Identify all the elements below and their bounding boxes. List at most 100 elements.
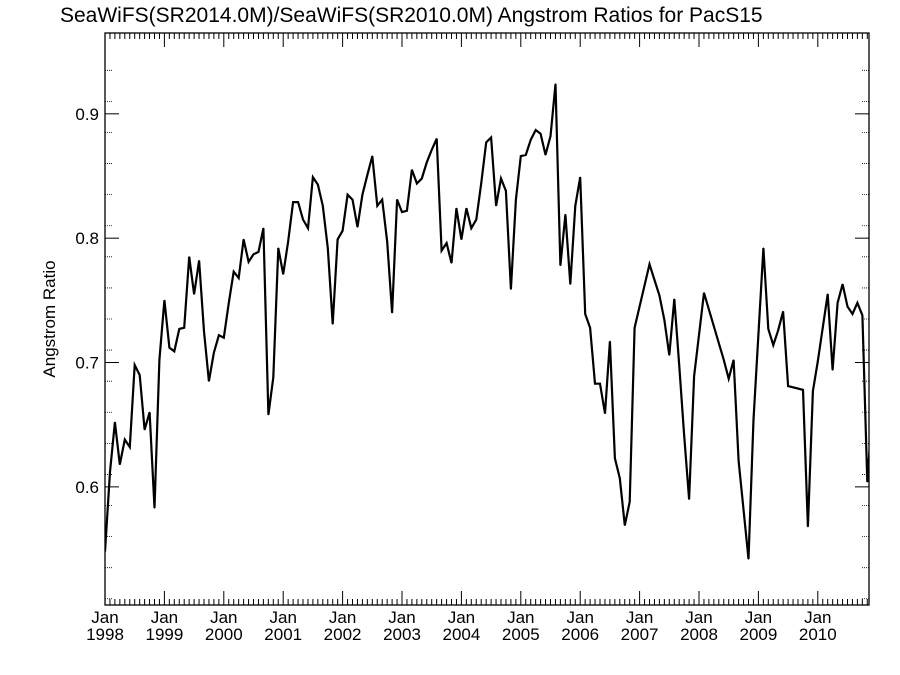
data-point bbox=[535, 129, 537, 131]
data-point bbox=[144, 429, 146, 431]
y-tick-labels: 0.6 0.7 0.8 0.9 bbox=[75, 105, 99, 497]
x-tick-month: Jan bbox=[745, 608, 772, 627]
data-point bbox=[549, 135, 552, 137]
data-point bbox=[460, 238, 462, 240]
data-point bbox=[624, 524, 626, 527]
x-tick-year: 2005 bbox=[502, 625, 540, 644]
data-point bbox=[723, 359, 725, 361]
data-point bbox=[366, 174, 368, 176]
data-point bbox=[544, 154, 547, 156]
data-point bbox=[297, 201, 299, 203]
data-point bbox=[802, 389, 804, 391]
x-tick-year: 2002 bbox=[324, 625, 362, 644]
data-point bbox=[347, 194, 349, 196]
series-line bbox=[105, 83, 869, 560]
x-tick-month: Jan bbox=[210, 608, 237, 627]
data-point bbox=[842, 283, 844, 285]
data-point bbox=[361, 194, 363, 196]
x-tick-year: 1998 bbox=[86, 625, 124, 644]
data-point bbox=[411, 169, 413, 171]
data-point bbox=[872, 410, 873, 411]
data-point bbox=[738, 460, 740, 462]
data-point bbox=[337, 238, 339, 240]
data-point bbox=[579, 176, 581, 178]
x-tick-year: 2009 bbox=[739, 625, 777, 644]
data-point bbox=[371, 155, 373, 157]
data-point bbox=[188, 256, 190, 258]
x-tick-year: 2007 bbox=[621, 625, 659, 644]
data-point bbox=[243, 238, 245, 240]
data-point bbox=[208, 380, 210, 382]
data-point bbox=[762, 247, 765, 249]
x-tick-month: Jan bbox=[685, 608, 712, 627]
data-point bbox=[752, 419, 755, 421]
x-tick-year: 2003 bbox=[383, 625, 421, 644]
data-point bbox=[505, 190, 507, 192]
data-point bbox=[223, 337, 225, 339]
y-axis-label: Angstrom Ratio bbox=[40, 260, 59, 377]
data-point bbox=[292, 201, 294, 203]
data-point bbox=[703, 292, 705, 294]
data-point bbox=[198, 260, 200, 262]
data-point bbox=[282, 273, 284, 275]
data-point bbox=[559, 264, 562, 267]
x-tick-month: Jan bbox=[91, 608, 118, 627]
data-point bbox=[846, 306, 849, 308]
data-point bbox=[465, 207, 467, 209]
data-point bbox=[391, 312, 393, 314]
data-point bbox=[124, 439, 126, 441]
data-point bbox=[450, 262, 453, 264]
data-point bbox=[733, 359, 735, 361]
data-point bbox=[381, 199, 383, 201]
series-group bbox=[105, 83, 883, 560]
x-tick-year: 2001 bbox=[264, 625, 302, 644]
data-point bbox=[114, 421, 116, 423]
data-point bbox=[406, 210, 408, 212]
data-point bbox=[287, 241, 289, 243]
data-point bbox=[485, 141, 487, 143]
data-point bbox=[609, 340, 611, 342]
data-point bbox=[431, 149, 433, 151]
data-point bbox=[564, 213, 567, 216]
data-point bbox=[168, 347, 170, 349]
data-point bbox=[228, 302, 230, 304]
data-point bbox=[510, 288, 512, 290]
data-point bbox=[238, 277, 240, 279]
data-point bbox=[426, 161, 428, 163]
x-tick-year: 2006 bbox=[561, 625, 599, 644]
data-point bbox=[554, 83, 557, 85]
tick-marks bbox=[104, 33, 869, 605]
x-tick-month: Jan bbox=[448, 608, 475, 627]
data-point bbox=[218, 334, 220, 336]
data-point bbox=[446, 242, 448, 244]
data-point bbox=[589, 327, 591, 329]
data-point bbox=[183, 327, 185, 329]
data-point bbox=[495, 205, 497, 207]
data-point bbox=[475, 218, 477, 221]
x-tick-month: Jan bbox=[804, 608, 831, 627]
data-point bbox=[312, 176, 314, 178]
data-point bbox=[594, 383, 596, 385]
data-point bbox=[540, 133, 542, 135]
data-point bbox=[109, 471, 111, 473]
data-point bbox=[658, 294, 661, 296]
data-point bbox=[351, 199, 354, 201]
data-point bbox=[163, 299, 165, 301]
data-point bbox=[856, 302, 859, 304]
data-point bbox=[584, 313, 586, 315]
data-point bbox=[882, 258, 883, 259]
data-point bbox=[332, 323, 334, 325]
data-point bbox=[233, 271, 235, 273]
x-tick-month: Jan bbox=[388, 608, 415, 627]
data-point bbox=[252, 253, 255, 255]
data-point bbox=[455, 207, 457, 209]
y-tick-label: 0.7 bbox=[75, 354, 99, 373]
data-point bbox=[139, 374, 141, 376]
data-point bbox=[149, 411, 151, 413]
x-tick-month: Jan bbox=[151, 608, 178, 627]
data-point bbox=[178, 328, 180, 330]
data-point bbox=[728, 378, 730, 380]
data-point bbox=[193, 293, 195, 295]
data-point bbox=[619, 477, 621, 479]
